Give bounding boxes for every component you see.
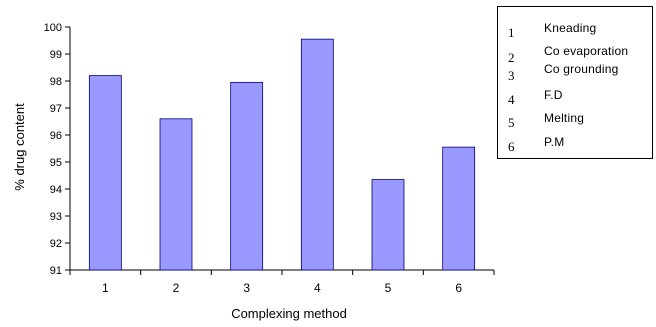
y-tick-label: 94 [50, 184, 62, 196]
y-tick-label: 98 [50, 76, 62, 88]
bar-6 [442, 146, 476, 271]
y-tick-label: 97 [50, 103, 62, 115]
x-tick-label: 2 [173, 281, 180, 295]
y-tick-label: 92 [50, 238, 62, 250]
legend-entry-1: 1 Kneading [498, 21, 654, 41]
x-tick-label: 5 [385, 281, 392, 295]
legend-entry-2: 2 Co evaporation [498, 44, 654, 65]
y-tick-label: 99 [50, 49, 62, 61]
legend-entry-label: P.M [544, 135, 565, 149]
legend-entry-label: F.D [544, 88, 563, 102]
bar-4 [300, 38, 334, 271]
y-axis-title: % drug content [12, 103, 27, 191]
x-tick-label: 1 [102, 281, 109, 295]
x-axis: 1 2 3 4 5 6 [69, 269, 495, 295]
legend-entry-number: 6 [508, 139, 515, 154]
bar-5 [371, 179, 405, 271]
legend-entry-number: 4 [508, 92, 515, 107]
bars [88, 38, 476, 271]
legend-entry-4: 4 F.D [498, 88, 654, 108]
y-tick-label: 96 [50, 130, 62, 142]
legend-entry-6: 6 P.M [498, 135, 654, 155]
x-tick-label: 4 [314, 281, 321, 295]
legend-entry-label: Co evaporation [544, 44, 629, 58]
y-tick-label: 93 [50, 211, 62, 223]
legend-entry-number: 3 [508, 68, 515, 83]
legend-entry-number: 1 [508, 25, 515, 40]
legend-entry-number: 2 [508, 50, 515, 65]
bar-3 [230, 81, 264, 271]
legend-entry-label: Co grounding [544, 62, 619, 76]
legend-entry-label: Melting [544, 111, 585, 125]
y-tick-label: 91 [50, 265, 62, 277]
legend-entry-5: 5 Melting [498, 111, 654, 131]
bar-2 [159, 118, 193, 271]
x-tick-label: 6 [455, 281, 462, 295]
legend-entry-label: Kneading [544, 21, 597, 35]
x-tick-label: 3 [243, 281, 250, 295]
x-axis-title: Complexing method [231, 306, 347, 321]
y-tick-label: 95 [50, 157, 62, 169]
legend-entry-3: 3 Co grounding [498, 62, 654, 83]
bar-1 [88, 75, 122, 271]
y-tick-label: 100 [44, 22, 62, 34]
legend: 1 Kneading 2 Co evaporation 3 Co grounding 4 F.… [497, 6, 653, 159]
legend-entry-number: 5 [508, 115, 515, 130]
y-axis: 91 92 93 94 95 96 97 98 99 100 [44, 22, 71, 277]
